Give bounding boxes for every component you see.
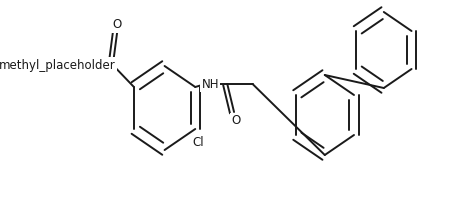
Text: O: O [81,59,90,71]
Text: methyl_placeholder: methyl_placeholder [0,59,115,71]
Text: O: O [231,114,240,127]
Text: Cl: Cl [192,137,204,149]
Text: NH: NH [202,78,219,91]
Text: O: O [112,18,122,32]
